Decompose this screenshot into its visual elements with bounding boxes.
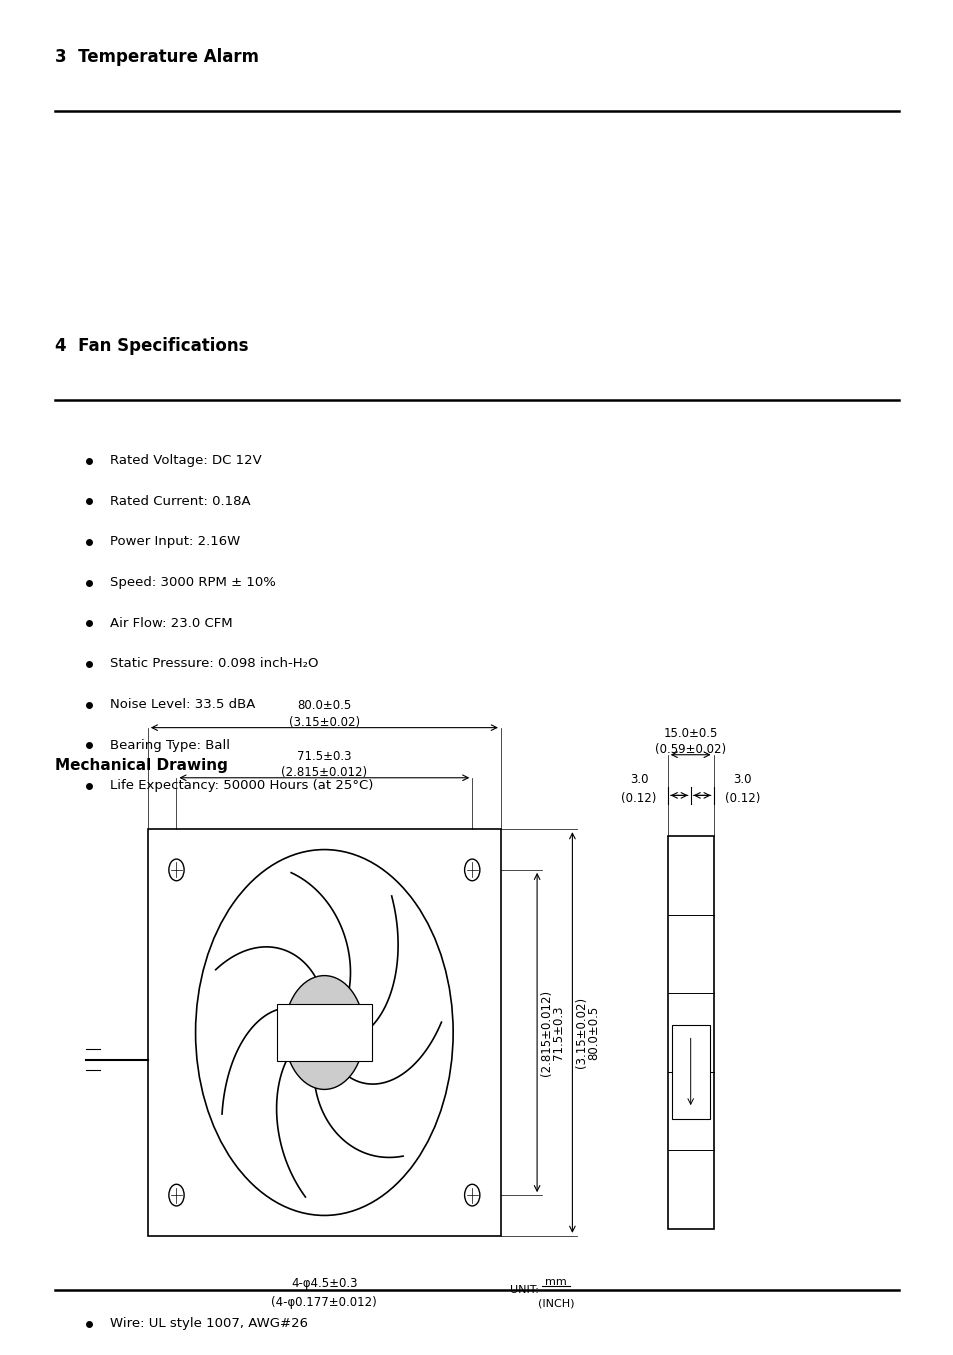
Text: UNIT:: UNIT:: [510, 1285, 542, 1295]
Circle shape: [464, 859, 479, 881]
Text: Rated Current: 0.18A: Rated Current: 0.18A: [110, 495, 250, 508]
Text: 80.0±0.5: 80.0±0.5: [297, 699, 351, 713]
Bar: [148, 829, 500, 1236]
Text: 3.0: 3.0: [732, 772, 751, 786]
Text: (3.15±0.02): (3.15±0.02): [289, 715, 359, 729]
Text: (INCH): (INCH): [537, 1298, 574, 1309]
Text: (0.12): (0.12): [723, 791, 760, 805]
Text: 4  Fan Specifications: 4 Fan Specifications: [55, 336, 249, 355]
Text: (3.15±0.02): (3.15±0.02): [575, 997, 588, 1068]
Text: Bearing Type: Ball: Bearing Type: Ball: [110, 738, 230, 752]
Circle shape: [464, 1184, 479, 1206]
Circle shape: [195, 850, 453, 1215]
Circle shape: [284, 976, 364, 1089]
Text: LABEL: LABEL: [306, 1034, 342, 1045]
Text: (0.59±0.02): (0.59±0.02): [655, 743, 725, 756]
Text: 4-φ4.5±0.3: 4-φ4.5±0.3: [291, 1276, 357, 1290]
Text: 80.0±0.5: 80.0±0.5: [586, 1005, 599, 1060]
Circle shape: [169, 859, 184, 881]
Text: Air Flow: 23.0 CFM: Air Flow: 23.0 CFM: [110, 617, 233, 630]
Text: (2.815±0.012): (2.815±0.012): [281, 766, 367, 779]
Text: DC BRUSHLESS: DC BRUSHLESS: [303, 1016, 345, 1022]
Text: Mechanical Drawing: Mechanical Drawing: [55, 757, 228, 774]
Text: Speed: 3000 RPM ± 10%: Speed: 3000 RPM ± 10%: [110, 576, 275, 589]
Text: 71.5±0.3: 71.5±0.3: [296, 749, 352, 763]
Text: 15.0±0.5: 15.0±0.5: [663, 726, 717, 740]
Text: Power Input: 2.16W: Power Input: 2.16W: [110, 535, 240, 549]
Text: (4-φ0.177±0.012): (4-φ0.177±0.012): [272, 1295, 376, 1309]
FancyBboxPatch shape: [276, 1004, 372, 1061]
Text: Life Expectancy: 50000 Hours (at 25°C): Life Expectancy: 50000 Hours (at 25°C): [110, 779, 373, 793]
Text: 3.0: 3.0: [629, 772, 648, 786]
Text: 3  Temperature Alarm: 3 Temperature Alarm: [55, 47, 259, 66]
Text: (0.12): (0.12): [620, 791, 657, 805]
Circle shape: [169, 1184, 184, 1206]
Text: mm: mm: [545, 1276, 566, 1287]
Bar: [671, 1024, 709, 1119]
Text: 71.5±0.3: 71.5±0.3: [551, 1005, 564, 1060]
Text: Rated Voltage: DC 12V: Rated Voltage: DC 12V: [110, 454, 261, 467]
Text: Noise Level: 33.5 dBA: Noise Level: 33.5 dBA: [110, 698, 254, 711]
Text: Static Pressure: 0.098 inch-H₂O: Static Pressure: 0.098 inch-H₂O: [110, 657, 318, 671]
Text: (2.815±0.012): (2.815±0.012): [539, 989, 553, 1076]
Circle shape: [308, 1009, 340, 1056]
Text: Wire: UL style 1007, AWG#26: Wire: UL style 1007, AWG#26: [110, 1317, 308, 1331]
Bar: [667, 836, 713, 1229]
